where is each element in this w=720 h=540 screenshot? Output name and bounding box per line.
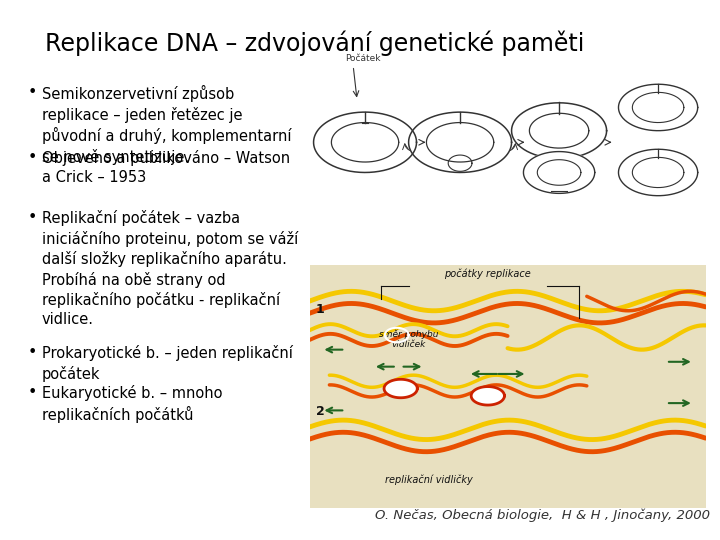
Text: replikační vidličky: replikační vidličky: [384, 475, 472, 485]
Polygon shape: [471, 387, 505, 405]
Polygon shape: [529, 113, 589, 148]
Polygon shape: [632, 92, 684, 123]
Polygon shape: [314, 112, 417, 172]
Text: Replikační počátek – vazba
iniciáčního proteinu, potom se váží
další složky: Replikační počátek – vazba iniciáčníh…: [42, 210, 298, 327]
Text: 1: 1: [315, 303, 324, 316]
Polygon shape: [409, 112, 511, 172]
Text: směr pohybu
vidliček: směr pohybu vidliček: [379, 329, 438, 349]
Text: počátky replikace: počátky replikace: [444, 268, 531, 279]
Text: 2: 2: [315, 405, 324, 418]
Text: O. Nečas, Obecná biologie,  H & H , Jinočany, 2000: O. Nečas, Obecná biologie, H & H , Jinoc…: [375, 509, 710, 522]
Polygon shape: [632, 157, 684, 187]
Polygon shape: [523, 152, 595, 193]
Text: Semikonzervetivní způsob
replikace – jeden řetězec je
původní a druhý, komplemen: Semikonzervetivní způsob replikace – jed…: [42, 85, 292, 165]
Polygon shape: [618, 84, 698, 131]
Polygon shape: [331, 123, 399, 162]
Polygon shape: [426, 123, 494, 162]
Polygon shape: [537, 160, 581, 185]
Polygon shape: [512, 103, 606, 159]
Text: Replikace DNA – zdvojování genetické paměti: Replikace DNA – zdvojování genetické pam…: [45, 30, 585, 56]
Text: •: •: [28, 210, 37, 225]
Text: •: •: [28, 85, 37, 100]
Polygon shape: [384, 379, 418, 398]
Text: Počátek: Počátek: [346, 54, 381, 63]
Text: Eukaryotické b. – mnoho
replikačních počátků: Eukaryotické b. – mnoho replikačních po…: [42, 385, 222, 423]
Text: •: •: [28, 345, 37, 360]
Polygon shape: [618, 149, 698, 195]
Polygon shape: [310, 265, 706, 508]
Text: •: •: [28, 150, 37, 165]
Text: •: •: [28, 385, 37, 400]
Text: Objeveno a publikováno – Watson
a Crick – 1953: Objeveno a publikováno – Watson a Crick …: [42, 150, 290, 185]
Text: Prokaryotické b. – jeden replikační
počátek: Prokaryotické b. – jeden replikační poc…: [42, 345, 293, 382]
